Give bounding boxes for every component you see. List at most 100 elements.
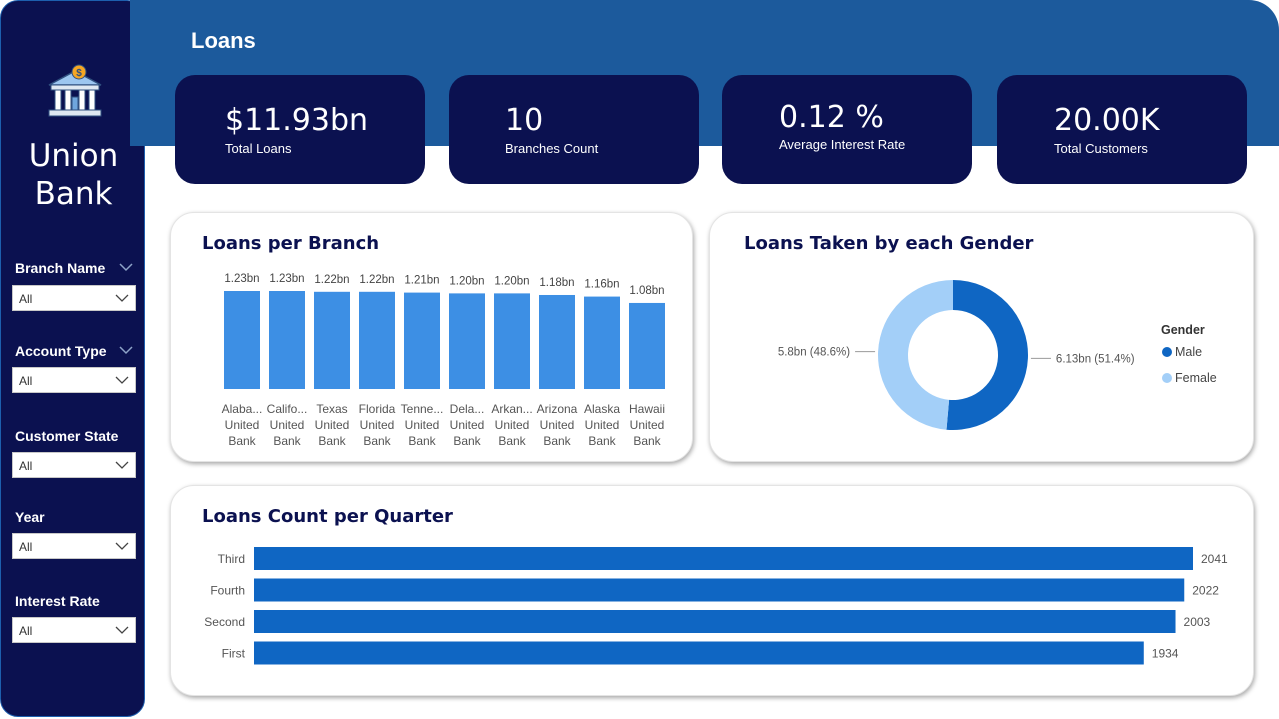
svg-text:$: $ [76, 68, 82, 79]
branch-category-label: Florida [359, 402, 396, 416]
quarter-bar[interactable] [254, 610, 1176, 633]
branch-category-label: United [270, 418, 305, 432]
chevron-down-icon [115, 294, 129, 302]
quarter-bar-value-label: 1934 [1152, 647, 1179, 661]
kpi-card-branches-count: 10 Branches Count [449, 75, 699, 184]
branch-category-label: Alaska [584, 402, 620, 416]
kpi-value: 10 [505, 103, 544, 138]
filter-year-value: All [19, 540, 33, 554]
chevron-down-icon[interactable] [119, 345, 133, 355]
loans-per-branch-card: Loans per Branch 1.23bn Alaba... United Ban… [170, 212, 693, 462]
branch-category-label: Bank [543, 434, 571, 448]
filter-account-type-dropdown[interactable]: All [12, 367, 136, 393]
kpi-card-total-loans: $11.93bn Total Loans [175, 75, 425, 184]
kpi-label: Branches Count [505, 141, 599, 156]
kpi-label: Total Loans [225, 141, 292, 156]
kpi-value: 20.00K [1054, 103, 1160, 138]
quarter-bar[interactable] [254, 547, 1193, 570]
branch-category-label: Alaba... [222, 402, 263, 416]
branch-bar[interactable] [359, 291, 395, 389]
gender-slice-label: 6.13bn (51.4%) [1056, 353, 1135, 365]
branch-bar[interactable] [449, 293, 485, 389]
filter-customer-state-label: Customer State [15, 428, 119, 444]
filter-year-dropdown[interactable]: All [12, 533, 136, 559]
branch-bar-value-label: 1.16bn [584, 279, 619, 291]
filter-interest-rate-dropdown[interactable]: All [12, 617, 136, 643]
gender-slice-male[interactable] [946, 280, 1028, 430]
chevron-down-icon [115, 542, 129, 550]
branch-category-label: Dela... [450, 402, 485, 416]
branch-bar[interactable] [224, 291, 260, 389]
branch-category-label: United [405, 418, 440, 432]
loans-by-gender-title: Loans Taken by each Gender [744, 233, 1034, 254]
brand-name-line2: Bank [34, 176, 113, 212]
filter-year-label: Year [15, 509, 45, 525]
branch-category-label: United [315, 418, 350, 432]
branch-bar-value-label: 1.20bn [449, 275, 484, 287]
loans-by-gender-card: Loans Taken by each Gender 6.13bn (51.4%… [709, 212, 1254, 462]
branch-category-label: Hawaii [629, 402, 665, 416]
gender-legend-title: Gender [1161, 323, 1205, 337]
branch-category-label: Bank [363, 434, 391, 448]
branch-category-label: United [360, 418, 395, 432]
branch-category-label: United [495, 418, 530, 432]
chevron-down-icon [115, 626, 129, 634]
branch-category-label: Bank [453, 434, 481, 448]
quarter-bar-value-label: 2022 [1192, 584, 1219, 598]
branch-bar-value-label: 1.22bn [314, 274, 349, 286]
quarter-category-label: Fourth [210, 584, 245, 598]
legend-dot-icon [1162, 347, 1172, 357]
branch-bar-value-label: 1.08bn [629, 285, 664, 297]
branch-category-label: Tenne... [401, 402, 444, 416]
branch-category-label: Califo... [267, 402, 308, 416]
branch-category-label: Arizona [537, 402, 578, 416]
branch-bar[interactable] [584, 296, 620, 389]
branch-bar[interactable] [314, 291, 350, 389]
chevron-down-icon[interactable] [119, 262, 133, 272]
quarter-category-label: Second [204, 615, 245, 629]
branch-category-label: Bank [633, 434, 661, 448]
bank-building-icon: $ [48, 64, 102, 117]
branch-category-label: Texas [316, 402, 347, 416]
loans-count-per-quarter-title: Loans Count per Quarter [202, 506, 453, 527]
kpi-card-total-customers: 20.00K Total Customers [997, 75, 1247, 184]
branch-category-label: United [450, 418, 485, 432]
branch-bar[interactable] [494, 293, 530, 389]
filter-customer-state-dropdown[interactable]: All [12, 452, 136, 478]
loans-count-per-quarter-card: Loans Count per Quarter Third 2041 Fourth 2… [170, 485, 1254, 696]
filter-branch-name-dropdown[interactable]: All [12, 285, 136, 311]
quarter-bar-value-label: 2003 [1184, 615, 1211, 629]
loans-count-per-quarter-chart: Third 2041 Fourth 2022 Second 2003 First 1934 [204, 547, 1228, 665]
branch-category-label: Bank [273, 434, 301, 448]
quarter-bar[interactable] [254, 578, 1185, 602]
branch-bar[interactable] [269, 291, 305, 389]
chevron-down-icon [115, 376, 129, 384]
branch-category-label: Bank [498, 434, 526, 448]
gender-legend-item-female[interactable]: Female [1175, 371, 1217, 385]
branch-category-label: Arkan... [491, 402, 532, 416]
kpi-label: Total Customers [1054, 141, 1148, 156]
filter-interest-rate-value: All [19, 624, 33, 638]
page-title: Loans [191, 28, 256, 53]
kpi-card-average-interest-rate: 0.12 % Average Interest Rate [722, 75, 972, 184]
gender-legend-item-male[interactable]: Male [1175, 345, 1202, 359]
branch-bar[interactable] [629, 302, 665, 389]
filter-account-type-label: Account Type [15, 343, 107, 359]
branch-category-label: United [630, 418, 665, 432]
branch-category-label: Bank [228, 434, 256, 448]
chevron-down-icon [115, 461, 129, 469]
gender-slice-label: 5.8bn (48.6%) [778, 347, 850, 359]
quarter-bar[interactable] [254, 641, 1144, 665]
kpi-label: Average Interest Rate [779, 137, 906, 152]
sidebar: $ Union Bank Branch Name All Account Typ… [0, 0, 145, 717]
branch-bar[interactable] [404, 292, 440, 389]
branch-bar-value-label: 1.23bn [224, 273, 259, 285]
branch-bar[interactable] [539, 294, 575, 389]
gender-slice-female[interactable] [877, 280, 953, 430]
branch-bar-value-label: 1.20bn [494, 275, 529, 287]
branch-category-label: United [585, 418, 620, 432]
quarter-category-label: First [222, 647, 246, 661]
branch-category-label: Bank [318, 434, 346, 448]
loans-per-branch-title: Loans per Branch [202, 233, 380, 254]
loans-per-branch-chart: 1.23bn Alaba... United Bank 1.23bn Califo... U… [222, 273, 665, 448]
